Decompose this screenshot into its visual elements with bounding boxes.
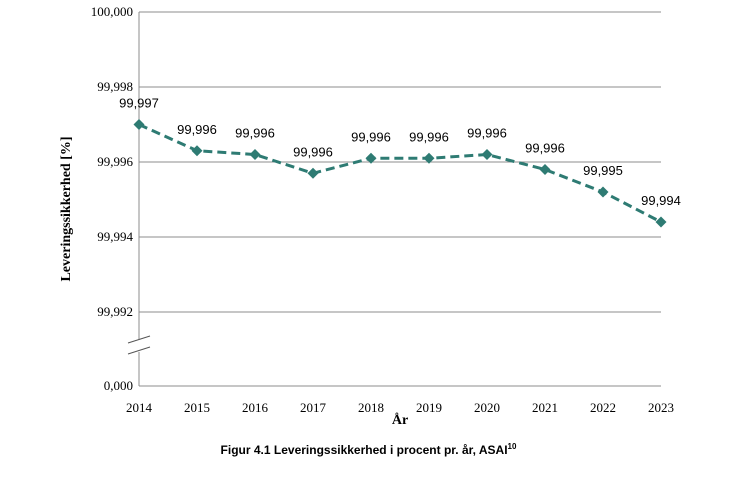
data-label: 99,996 — [467, 126, 507, 141]
axis-break-mark — [127, 335, 151, 344]
x-tick-label: 2020 — [474, 400, 500, 415]
data-point-marker — [655, 216, 667, 228]
x-tick-label: 2017 — [300, 400, 327, 415]
data-point-marker — [365, 152, 377, 164]
data-point-marker — [539, 164, 551, 175]
data-point-marker — [481, 149, 493, 160]
y-tick-label: 0,000 — [104, 378, 133, 393]
x-axis-title: År — [392, 412, 408, 428]
data-point-marker — [597, 186, 609, 198]
x-tick-label: 2022 — [590, 400, 616, 415]
axis-break-mark — [127, 346, 151, 355]
x-tick-label: 2019 — [416, 400, 442, 415]
x-tick-label: 2016 — [242, 400, 269, 415]
x-tick-label: 2021 — [532, 400, 558, 415]
axes — [127, 12, 661, 387]
data-label: 99,996 — [525, 141, 565, 156]
figure-caption: Figur 4.1 Leveringssikkerhed i procent p… — [0, 442, 737, 457]
y-tick-label: 100,000 — [91, 4, 133, 19]
data-label: 99,996 — [409, 129, 449, 144]
data-labels: 99,997 99,996 99,996 99,996 99,996 99,996 99,9… — [119, 96, 681, 209]
data-point-marker — [133, 119, 145, 130]
y-tick-label: 99,998 — [97, 79, 133, 94]
data-point-marker — [423, 152, 435, 164]
data-point-marker — [307, 167, 319, 179]
data-label: 99,996 — [177, 122, 217, 137]
gridlines — [139, 11, 661, 313]
data-point-marker — [249, 149, 261, 160]
x-tick-label: 2015 — [184, 400, 210, 415]
data-label: 99,994 — [641, 193, 681, 208]
series-markers — [133, 119, 667, 228]
y-tick-label: 99,996 — [97, 154, 133, 169]
data-label: 99,997 — [119, 96, 159, 111]
caption-footnote-ref: 10 — [507, 442, 517, 451]
series-line — [138, 123, 662, 224]
y-axis-title: Leveringssikkerhed [%] — [59, 136, 74, 281]
x-tick-label: 2023 — [648, 400, 674, 415]
x-tick-label: 2018 — [358, 400, 384, 415]
data-label: 99,996 — [351, 129, 391, 144]
x-tick-label: 2014 — [126, 400, 153, 415]
data-label: 99,996 — [293, 144, 333, 159]
y-tick-label: 99,994 — [97, 229, 133, 244]
y-tick-labels: 99,992 99,994 99,996 99,998 100,000 0,000 — [91, 4, 134, 393]
data-label: 99,995 — [583, 163, 623, 178]
data-label: 99,996 — [235, 126, 275, 141]
y-tick-label: 99,992 — [97, 304, 133, 319]
x-tick-labels: 2014 2015 2016 2017 2018 2019 2020 2021 2022 2023 — [126, 400, 674, 415]
caption-text: Figur 4.1 Leveringssikkerhed i procent p… — [220, 443, 508, 457]
data-point-marker — [191, 145, 203, 157]
